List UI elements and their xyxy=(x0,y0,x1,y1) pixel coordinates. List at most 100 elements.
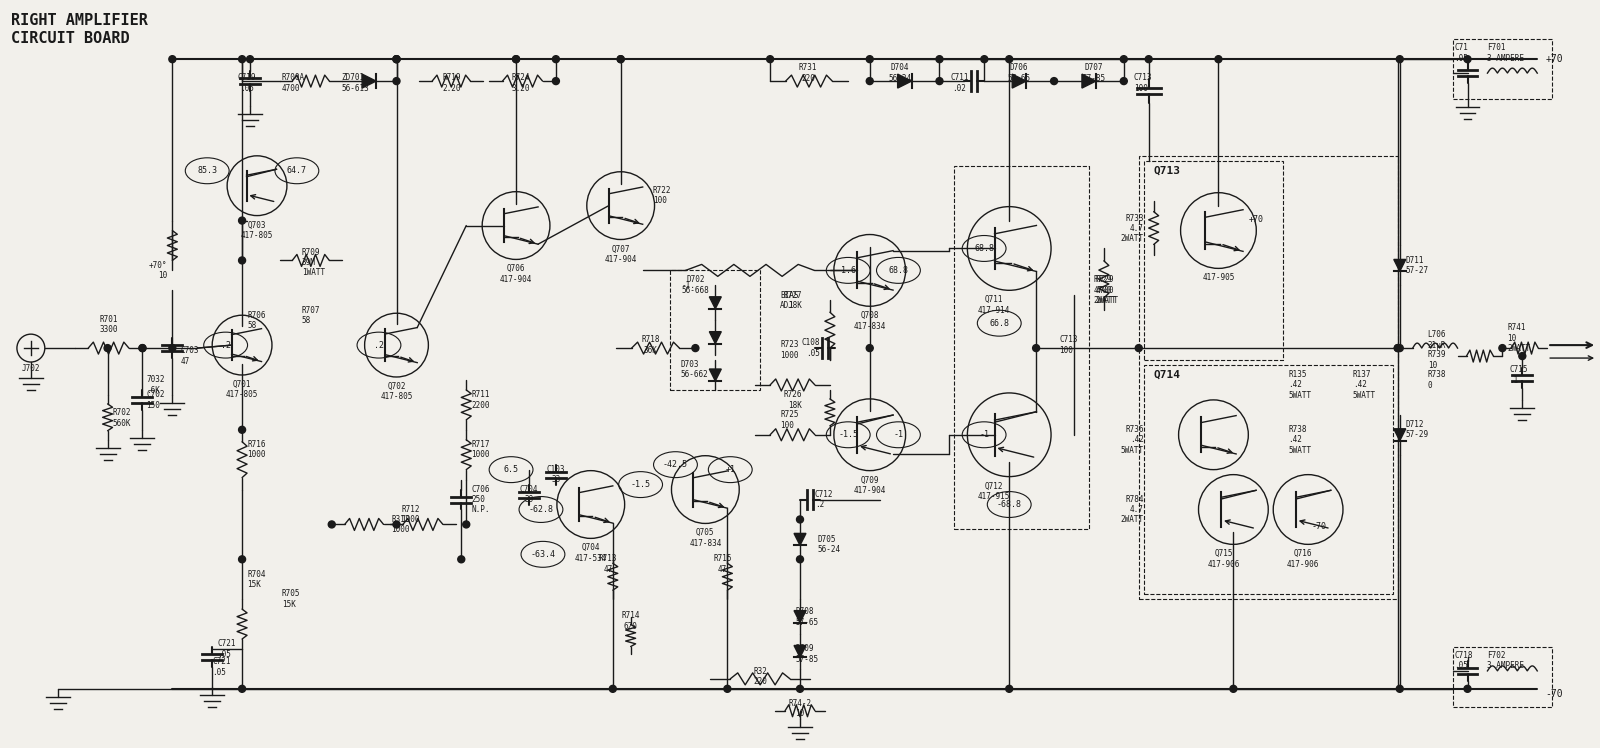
Polygon shape xyxy=(1013,74,1026,88)
Text: R707
58: R707 58 xyxy=(302,305,320,325)
Text: R741
10
2WATT: R741 10 2WATT xyxy=(1507,323,1531,353)
Circle shape xyxy=(328,521,336,528)
Text: R722
100: R722 100 xyxy=(653,186,672,206)
Polygon shape xyxy=(794,646,806,657)
Text: 417-905: 417-905 xyxy=(1202,273,1235,283)
Text: C71
.05: C71 .05 xyxy=(1454,43,1469,63)
Text: R717
1000: R717 1000 xyxy=(472,440,490,459)
Circle shape xyxy=(552,78,560,85)
Text: R702
560K: R702 560K xyxy=(112,408,131,428)
Text: R706
58: R706 58 xyxy=(246,310,266,330)
Text: Q703
417-805: Q703 417-805 xyxy=(242,221,274,240)
Circle shape xyxy=(1120,55,1128,63)
Polygon shape xyxy=(362,74,376,88)
Text: R723
1000: R723 1000 xyxy=(781,340,798,360)
Circle shape xyxy=(618,55,624,63)
Text: D703
56-662: D703 56-662 xyxy=(680,360,709,379)
Circle shape xyxy=(1397,55,1403,63)
Circle shape xyxy=(1397,685,1403,693)
Text: 66.8: 66.8 xyxy=(989,319,1010,328)
Text: R716
1000: R716 1000 xyxy=(246,440,266,459)
Text: R713
47: R713 47 xyxy=(598,554,618,574)
Circle shape xyxy=(1146,55,1152,63)
Circle shape xyxy=(512,55,520,63)
Text: D708
57-65: D708 57-65 xyxy=(795,607,818,627)
Text: Q714: Q714 xyxy=(1154,370,1181,380)
Circle shape xyxy=(104,345,110,352)
Text: R729
4700
2WATT: R729 4700 2WATT xyxy=(1094,275,1117,305)
Text: D709
57-85: D709 57-85 xyxy=(795,644,818,663)
Text: -63.4: -63.4 xyxy=(531,550,555,559)
Text: R32
220: R32 220 xyxy=(754,667,766,687)
Circle shape xyxy=(170,345,176,352)
Text: R725
100: R725 100 xyxy=(781,410,798,429)
Text: Q712
417-915: Q712 417-915 xyxy=(978,482,1011,501)
Circle shape xyxy=(394,55,400,63)
Text: C713
100: C713 100 xyxy=(1134,73,1152,93)
Circle shape xyxy=(394,55,400,63)
Text: Q706
417-904: Q706 417-904 xyxy=(499,264,533,283)
Text: R709
39M
1WATT: R709 39M 1WATT xyxy=(302,248,325,278)
Text: .2: .2 xyxy=(374,340,384,349)
Circle shape xyxy=(1120,78,1128,85)
Circle shape xyxy=(238,217,245,224)
Circle shape xyxy=(394,55,400,63)
Circle shape xyxy=(1032,345,1040,352)
Text: D702
56-668: D702 56-668 xyxy=(682,275,709,295)
Text: Q705
417-834: Q705 417-834 xyxy=(690,528,722,548)
Text: D705
56-24: D705 56-24 xyxy=(818,535,842,554)
Circle shape xyxy=(1051,78,1058,85)
Text: .2: .2 xyxy=(221,340,230,349)
Text: C713
100: C713 100 xyxy=(1059,335,1077,355)
Polygon shape xyxy=(1082,74,1096,88)
Text: RIGHT AMPLIFIER: RIGHT AMPLIFIER xyxy=(11,13,147,28)
Text: R736
.42
5WATT: R736 .42 5WATT xyxy=(1120,425,1144,455)
Circle shape xyxy=(1136,345,1142,352)
Circle shape xyxy=(1499,345,1506,352)
Text: -70: -70 xyxy=(1310,522,1326,531)
Circle shape xyxy=(170,55,176,63)
Circle shape xyxy=(238,556,245,562)
Circle shape xyxy=(139,345,146,352)
Text: D707
57-85: D707 57-85 xyxy=(1082,63,1106,82)
Text: Q713: Q713 xyxy=(1154,166,1181,176)
Text: 68.8: 68.8 xyxy=(974,244,994,253)
Text: D711
57-27: D711 57-27 xyxy=(1406,256,1429,275)
Text: Q701
417-805: Q701 417-805 xyxy=(226,380,258,399)
Polygon shape xyxy=(709,331,722,343)
Text: R784
4.7
2WATT: R784 4.7 2WATT xyxy=(1120,494,1144,524)
Text: R712
1000: R712 1000 xyxy=(402,505,419,524)
Text: -1.5: -1.5 xyxy=(630,480,651,489)
Bar xyxy=(670,270,760,390)
Text: C721
.05: C721 .05 xyxy=(218,640,235,659)
Text: C706
250
N.P.: C706 250 N.P. xyxy=(472,485,490,515)
Bar xyxy=(955,166,1090,530)
Text: -62.8: -62.8 xyxy=(528,505,554,514)
Circle shape xyxy=(462,521,470,528)
Circle shape xyxy=(866,345,874,352)
Text: R727
18K: R727 18K xyxy=(784,290,802,310)
Circle shape xyxy=(139,345,146,352)
Text: C704
39: C704 39 xyxy=(520,485,538,504)
Text: D704
56-24: D704 56-24 xyxy=(888,63,910,82)
Text: Q715
417-906: Q715 417-906 xyxy=(1208,549,1240,568)
Circle shape xyxy=(238,426,245,433)
Circle shape xyxy=(691,345,699,352)
Bar xyxy=(1144,161,1283,360)
Text: R719
2.20: R719 2.20 xyxy=(442,73,461,93)
Text: R74-2
10: R74-2 10 xyxy=(789,699,811,718)
Circle shape xyxy=(1464,685,1470,693)
Circle shape xyxy=(797,685,803,693)
Circle shape xyxy=(1397,345,1403,352)
Circle shape xyxy=(1006,55,1013,63)
Polygon shape xyxy=(709,297,722,309)
Polygon shape xyxy=(1394,260,1406,272)
Text: Q708
417-834: Q708 417-834 xyxy=(853,311,886,331)
Circle shape xyxy=(394,78,400,85)
Text: R738
.42
5WATT: R738 .42 5WATT xyxy=(1288,425,1312,455)
Text: -1.5: -1.5 xyxy=(838,430,858,439)
Circle shape xyxy=(766,55,773,63)
Text: J702: J702 xyxy=(22,364,40,373)
Text: R726
18K: R726 18K xyxy=(784,390,802,410)
Bar xyxy=(1453,647,1552,707)
